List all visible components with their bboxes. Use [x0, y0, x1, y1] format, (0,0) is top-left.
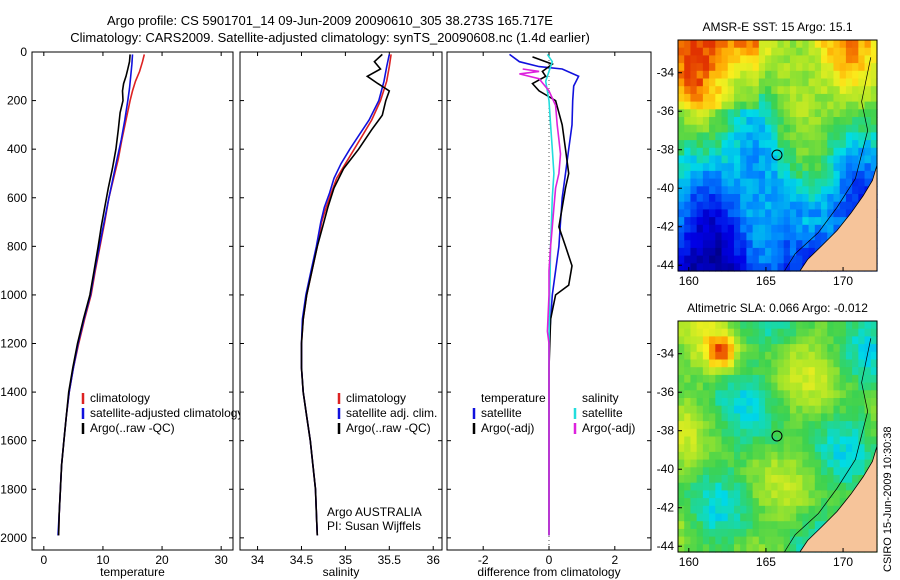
timestamp-stamp: CSIRO 15-Jun-2009 10:30:38 — [882, 426, 894, 572]
sst-map-frame — [677, 39, 878, 272]
annotation-text: PI: Susan Wijffels — [327, 519, 421, 533]
salinity-xtick-label: 35.5 — [378, 553, 402, 567]
series-argo-raw-qc- — [57, 54, 131, 536]
series-temperature-argo-adj- — [531, 56, 573, 536]
temperature-xtick-label: 30 — [214, 553, 228, 567]
salinity-axes-frame — [239, 51, 443, 551]
depth-tick-label: 2000 — [0, 531, 27, 545]
difference-xtick-label: 0 — [546, 553, 553, 567]
difference-xtick-label: 2 — [611, 553, 618, 567]
sst-map-ytick-label: -42 — [657, 220, 675, 234]
salinity-xtick-label: 34.5 — [290, 553, 314, 567]
sla-map-ytick-label: -38 — [657, 424, 675, 438]
salinity-legend-entry: climatology — [346, 391, 406, 405]
depth-tick-label: 600 — [7, 191, 27, 205]
depth-tick-label: 200 — [7, 94, 27, 108]
temperature-legend-entry: Argo(..raw -QC) — [90, 421, 175, 435]
panel-salinity: 34 34.5 35 35.5 36 salinity climatologysatelli… — [239, 51, 443, 579]
salinity-legend-entry: Argo(..raw -QC) — [346, 421, 431, 435]
sla-map-float-marker — [771, 430, 783, 442]
depth-tick-label: 1600 — [0, 434, 27, 448]
sla-map-contour — [784, 338, 872, 553]
depth-tick-label: 1200 — [0, 337, 27, 351]
diff-legend-title-salinity: salinity — [582, 391, 619, 405]
sla-map-ytick-label: -36 — [657, 385, 675, 399]
salinity-xtick-label: 34 — [251, 553, 265, 567]
sst-map-ytick-label: -40 — [657, 181, 675, 195]
diff-legend-temperature-entry: Argo(-adj) — [481, 421, 534, 435]
panel-sst-map: AMSR-E SST: 15 Argo: 15.1 160 165 170 -34 -36… — [657, 20, 878, 288]
diff-legend-temperature-entry: satellite — [481, 406, 522, 420]
depth-tick-label: 0 — [20, 45, 27, 59]
diff-legend-title-temperature: temperature — [481, 391, 546, 405]
series-salinity-argo-adj- — [519, 68, 562, 536]
diff-legend-salinity-entry: satellite — [582, 406, 623, 420]
sla-map-title: Altimetric SLA: 0.066 Argo: -0.012 — [687, 301, 868, 315]
sst-map-ytick-label: -38 — [657, 143, 675, 157]
series-argo-raw-qc- — [300, 53, 391, 536]
sla-map-frame — [677, 320, 878, 553]
sla-map-ytick-label: -40 — [657, 462, 675, 476]
diff-legend-salinity-entry: Argo(-adj) — [582, 421, 635, 435]
temperature-axes-frame — [31, 51, 234, 551]
sst-map-contour — [784, 57, 872, 272]
depth-tick-label: 1400 — [0, 385, 27, 399]
sst-map-title: AMSR-E SST: 15 Argo: 15.1 — [702, 20, 852, 34]
sla-map-ytick-label: -42 — [657, 501, 675, 515]
chart-title-line2: Climatology: CARS2009. Satellite-adjuste… — [70, 30, 590, 45]
sst-map-ytick-label: -36 — [657, 104, 675, 118]
sla-map-ytick-label: -44 — [657, 539, 675, 553]
salinity-xlabel: salinity — [323, 565, 360, 579]
sst-map-xtick-label: 165 — [756, 274, 776, 288]
difference-xtick-label: -2 — [478, 553, 489, 567]
depth-tick-label: 800 — [7, 239, 27, 253]
temperature-xlabel: temperature — [100, 565, 165, 579]
salinity-legend-entry: satellite adj. clim. — [346, 406, 437, 420]
depth-tick-label: 1800 — [0, 482, 27, 496]
depth-tick-label: 1000 — [0, 288, 27, 302]
sla-map-ytick-label: -34 — [657, 347, 675, 361]
temperature-legend-entry: climatology — [90, 391, 150, 405]
salinity-xtick-label: 35 — [339, 553, 353, 567]
chart-title-line1: Argo profile: CS 5901701_14 09-Jun-2009 … — [107, 13, 553, 28]
temperature-legend-entry: satellite-adjusted climatology — [90, 406, 243, 420]
annotation-text: Argo AUSTRALIA — [327, 505, 422, 519]
sla-map-xtick-label: 160 — [679, 555, 699, 569]
series-salinity-satellite — [544, 53, 555, 536]
sla-map-xtick-label: 165 — [756, 555, 776, 569]
sst-map-xtick-label: 170 — [833, 274, 853, 288]
sst-map-ytick-label: -44 — [657, 258, 675, 272]
sst-map-xtick-label: 160 — [679, 274, 699, 288]
sla-map-xtick-label: 170 — [833, 555, 853, 569]
sst-map-float-marker — [771, 149, 783, 161]
difference-xlabel: difference from climatology — [477, 565, 620, 579]
salinity-xtick-label: 36 — [427, 553, 441, 567]
sst-map-ytick-label: -34 — [657, 66, 675, 80]
temperature-xtick-label: 20 — [155, 553, 169, 567]
temperature-xtick-label: 10 — [96, 553, 110, 567]
panel-sla-map: Altimetric SLA: 0.066 Argo: -0.012 160 165… — [657, 301, 878, 569]
panel-temperature: 0 10 20 30 0 200 400 600 800 1000 1200 1400 1600 1800… — [0, 45, 243, 579]
depth-tick-label: 400 — [7, 142, 27, 156]
temperature-xtick-label: 0 — [40, 553, 47, 567]
